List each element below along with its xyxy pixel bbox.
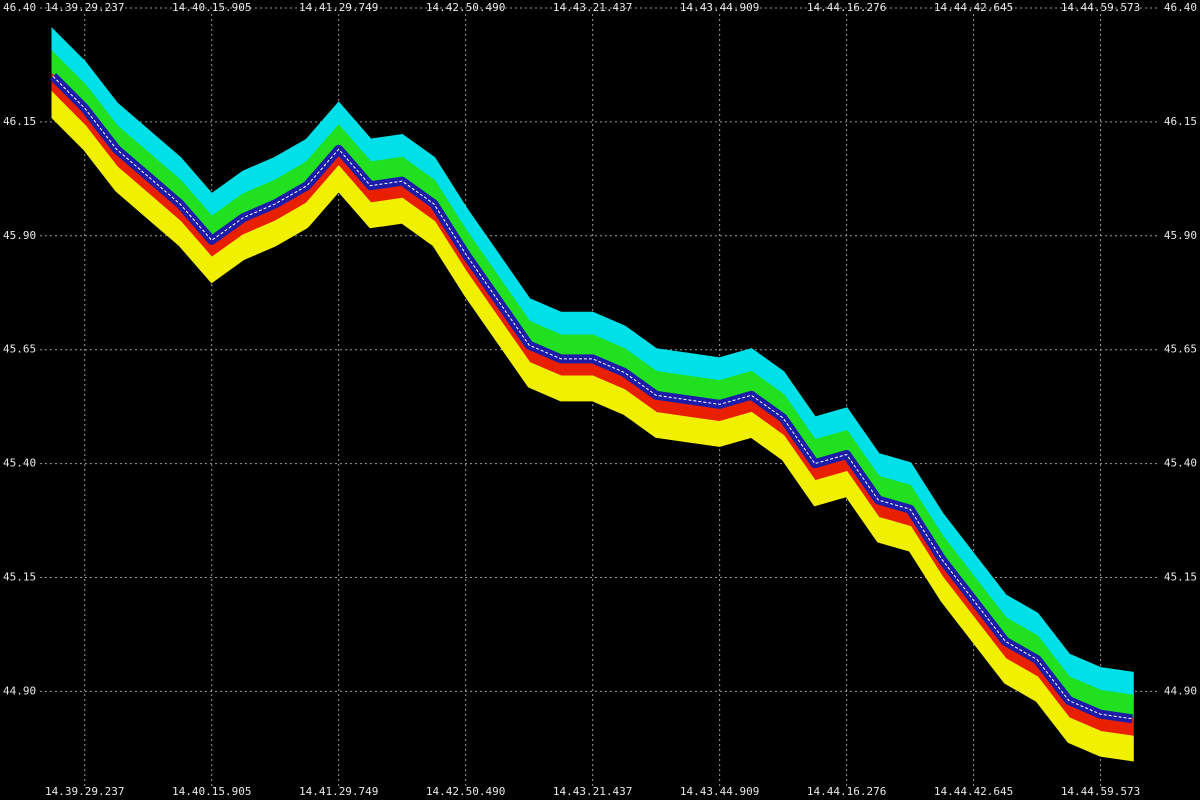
y-tick-label: 45.40 xyxy=(3,457,36,470)
x-tick-label-top: 14.43.21.437 xyxy=(553,1,632,14)
x-tick-label-top: 14.44.42.645 xyxy=(934,1,1013,14)
y-tick-label-right: 46.15 xyxy=(1164,115,1197,128)
x-tick-label-top: 14.43.44.909 xyxy=(680,1,759,14)
x-tick-label: 14.43.44.909 xyxy=(680,785,759,798)
y-tick-label-right: 44.90 xyxy=(1164,684,1197,697)
x-tick-label: 14.44.42.645 xyxy=(934,785,1013,798)
y-tick-label: 44.90 xyxy=(3,684,36,697)
x-tick-label: 14.40.15.905 xyxy=(172,785,251,798)
y-tick-label-right: 45.40 xyxy=(1164,457,1197,470)
x-tick-label: 14.39.29.237 xyxy=(45,785,124,798)
y-tick-label-right: 46.40 xyxy=(1164,1,1197,14)
y-tick-label: 45.90 xyxy=(3,229,36,242)
y-tick-label-right: 45.65 xyxy=(1164,343,1197,356)
x-tick-label-top: 14.40.15.905 xyxy=(172,1,251,14)
y-tick-label: 45.15 xyxy=(3,571,36,584)
x-tick-label: 14.44.16.276 xyxy=(807,785,886,798)
x-tick-label-top: 14.44.16.276 xyxy=(807,1,886,14)
y-tick-label-right: 45.15 xyxy=(1164,571,1197,584)
x-tick-label-top: 14.42.50.490 xyxy=(426,1,505,14)
y-tick-label-right: 45.90 xyxy=(1164,229,1197,242)
x-tick-label: 14.41.29.749 xyxy=(299,785,378,798)
x-tick-label-top: 14.44.59.573 xyxy=(1061,1,1140,14)
x-tick-label: 14.44.59.573 xyxy=(1061,785,1140,798)
y-tick-label: 45.65 xyxy=(3,343,36,356)
y-tick-label: 46.40 xyxy=(3,1,36,14)
x-tick-label: 14.43.21.437 xyxy=(553,785,632,798)
x-tick-label-top: 14.41.29.749 xyxy=(299,1,378,14)
x-tick-label: 14.42.50.490 xyxy=(426,785,505,798)
y-tick-label: 46.15 xyxy=(3,115,36,128)
mid-price-trace xyxy=(52,75,1133,720)
x-tick-label-top: 14.39.29.237 xyxy=(45,1,124,14)
depth-band xyxy=(51,90,1134,762)
